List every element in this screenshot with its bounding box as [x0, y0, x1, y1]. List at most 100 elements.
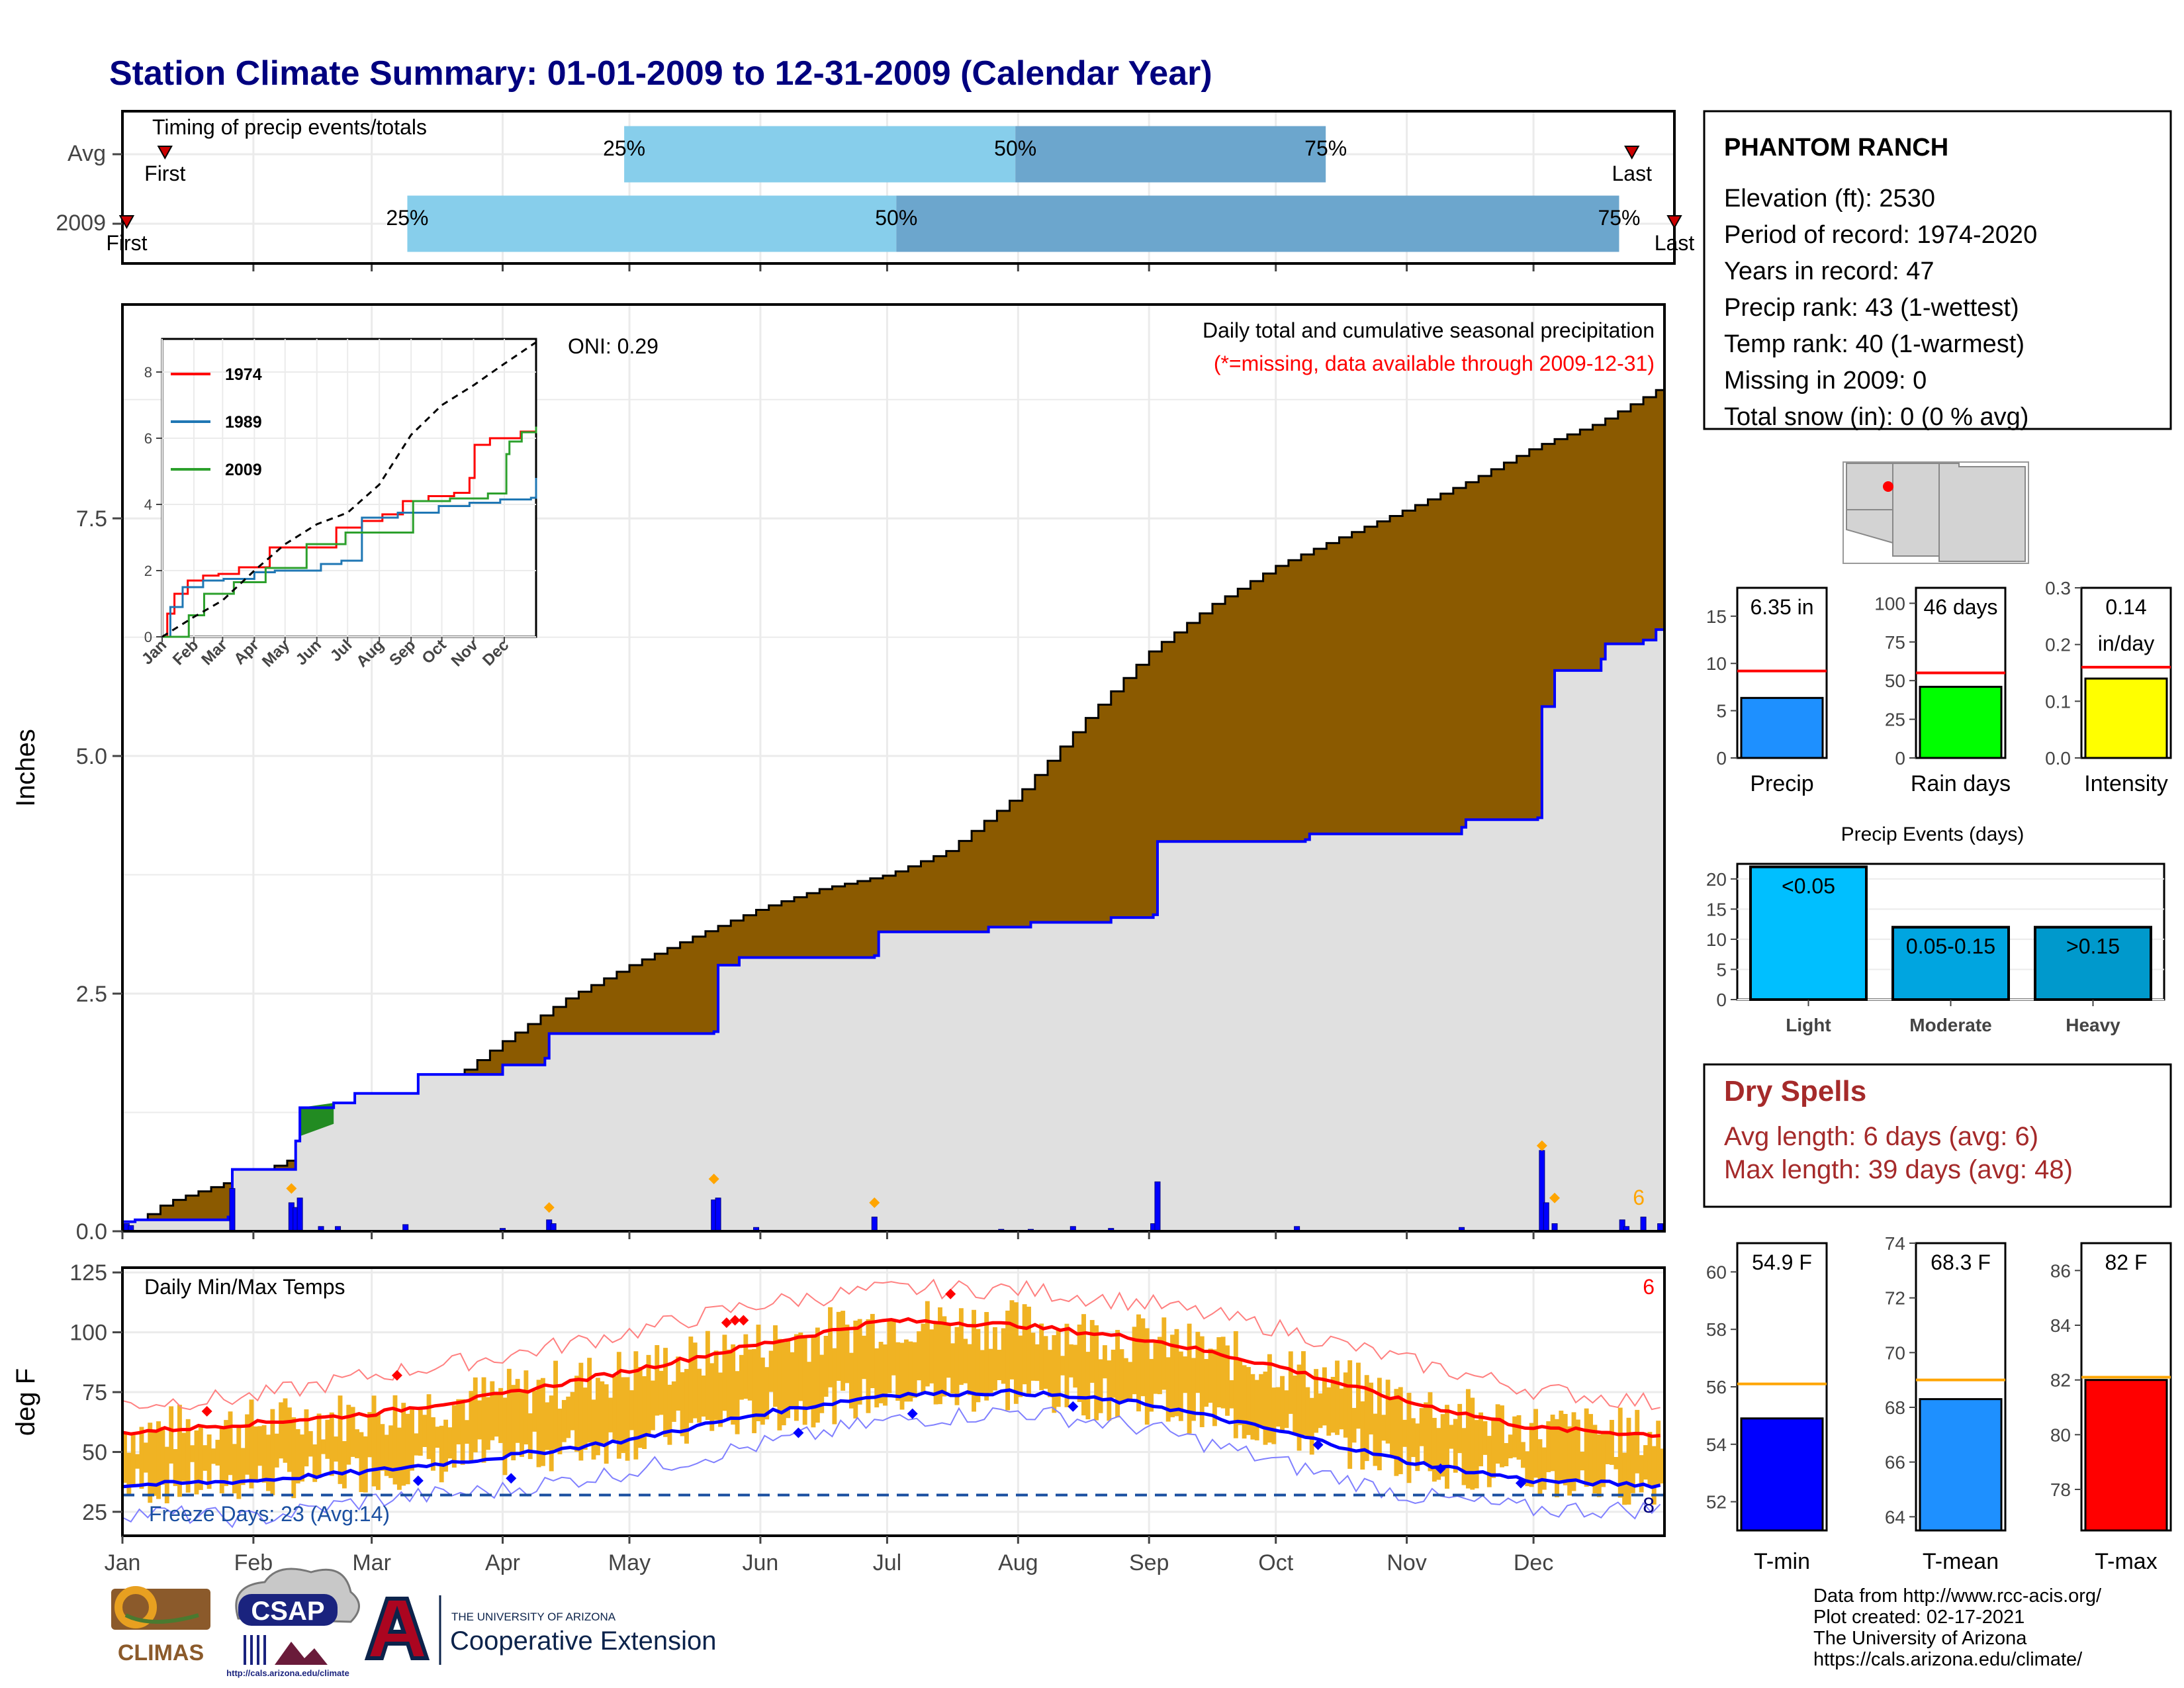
daily-temp-bar	[1111, 1349, 1116, 1398]
daily-temp-bar	[1123, 1358, 1128, 1402]
daily-temp-bar	[1630, 1434, 1635, 1493]
summary-bar-t-max	[2084, 1379, 2168, 1532]
daily-temp-bar	[878, 1342, 884, 1403]
daily-temp-bar	[257, 1426, 263, 1466]
daily-temp-bar	[181, 1432, 187, 1481]
daily-temp-bar	[1555, 1419, 1559, 1497]
temp-ytick-label: 100	[69, 1321, 107, 1346]
missing-max-count: 6	[1643, 1275, 1655, 1299]
summary-ytick-label: 80	[2050, 1425, 2071, 1445]
timing-last-label: Last	[1655, 231, 1695, 255]
inset-xtick-label: Dec	[479, 636, 512, 669]
record-low-marker	[506, 1473, 517, 1484]
daily-temp-bar	[844, 1325, 850, 1383]
daily-temp-bar	[1001, 1328, 1006, 1384]
daily-temp-bar	[1610, 1419, 1614, 1465]
daily-temp-bar	[848, 1352, 854, 1409]
summary-ytick-label: 74	[1885, 1233, 1905, 1254]
daily-temp-bar	[206, 1434, 212, 1489]
station-info-line: Period of record: 1974-2020	[1724, 221, 2037, 249]
daily-temp-bar	[1157, 1336, 1162, 1395]
daily-temp-bar	[595, 1378, 600, 1456]
daily-temp-bar	[1626, 1417, 1631, 1505]
footer-line: Plot created: 02-17-2021	[1813, 1607, 2025, 1628]
daily-temp-bar	[1225, 1345, 1230, 1416]
freeze-days-label: Freeze Days: 23 (Avg:14)	[149, 1502, 390, 1526]
inset-xtick-label: Jan	[138, 636, 170, 668]
daily-temp-bar	[1056, 1328, 1061, 1407]
events-bar-label: >0.15	[2066, 935, 2120, 959]
record-low-marker	[907, 1408, 918, 1419]
daily-temp-bar	[828, 1307, 833, 1387]
daily-temp-bar	[1119, 1349, 1124, 1403]
temp-ytick-label: 75	[82, 1380, 107, 1405]
daily-temp-bar	[1259, 1374, 1264, 1428]
summary-ytick-label: 58	[1706, 1319, 1727, 1340]
daily-temp-bar	[469, 1391, 474, 1461]
daily-temp-bar	[1415, 1423, 1420, 1472]
daily-temp-bar	[1563, 1413, 1568, 1485]
daily-temp-bar	[1474, 1420, 1479, 1489]
precip-ylabel: Inches	[11, 729, 40, 807]
daily-temp-bar	[823, 1336, 829, 1397]
daily-temp-bar	[1149, 1358, 1154, 1412]
daily-temp-bar	[1381, 1415, 1387, 1441]
ua-small-text: THE UNIVERSITY OF ARIZONA	[451, 1611, 616, 1623]
daily-precip-marker	[708, 1174, 719, 1185]
timing-first-label: First	[106, 231, 147, 255]
daily-temp-bar	[731, 1344, 736, 1425]
daily-temp-bar	[929, 1329, 934, 1383]
daily-temp-bar	[1402, 1419, 1408, 1447]
summary-value-label: 46 days	[1923, 595, 1997, 619]
daily-temp-bar	[899, 1342, 905, 1410]
daily-temp-bar	[1605, 1433, 1610, 1464]
summary-ytick-label: 64	[1885, 1507, 1905, 1527]
daily-temp-bar	[1018, 1335, 1023, 1397]
daily-temp-bar	[1512, 1416, 1518, 1458]
record-low-marker	[1068, 1401, 1079, 1412]
daily-temp-bar	[908, 1341, 913, 1402]
daily-temp-bar	[1322, 1367, 1327, 1426]
daily-temp-bar	[1305, 1387, 1310, 1438]
daily-temp-bar	[1580, 1452, 1585, 1471]
daily-temp-bar	[502, 1397, 508, 1476]
station-info-line: Temp rank: 40 (1-warmest)	[1724, 330, 2025, 358]
daily-temp-bar	[249, 1399, 254, 1489]
daily-precip-bar	[871, 1216, 878, 1232]
record-low-marker	[1435, 1463, 1446, 1474]
daily-temp-bar	[988, 1348, 993, 1393]
daily-temp-bar	[515, 1379, 520, 1443]
station-info-box: PHANTOM RANCH Elevation (ft): 2530 Period…	[1703, 110, 2172, 431]
daily-temp-bar	[1242, 1365, 1247, 1439]
daily-temp-bar	[1039, 1323, 1044, 1391]
precip-ytick-label: 2.5	[76, 982, 107, 1007]
daily-precip-marker	[543, 1202, 555, 1213]
month-label: Aug	[998, 1550, 1038, 1575]
summary-value-label: 54.9 F	[1752, 1250, 1812, 1274]
daily-temp-bar	[794, 1334, 799, 1421]
daily-temp-bar	[633, 1351, 639, 1460]
daily-temp-bar	[1326, 1387, 1332, 1436]
daily-temp-bar	[1436, 1428, 1441, 1480]
daily-temp-bar	[304, 1409, 309, 1467]
daily-temp-bar	[1364, 1375, 1369, 1462]
events-ytick-label: 10	[1706, 929, 1727, 950]
daily-temp-bar	[219, 1427, 224, 1493]
timing-bar-25-50	[624, 126, 1016, 183]
daily-temp-bar	[616, 1352, 621, 1459]
daily-temp-bar	[1267, 1354, 1272, 1443]
daily-temp-bar	[659, 1370, 664, 1415]
daily-temp-bar	[1520, 1442, 1525, 1468]
daily-temp-bar	[1360, 1401, 1365, 1470]
daily-temp-bar	[329, 1412, 334, 1476]
events-bar-heavy	[2034, 925, 2152, 1001]
daily-temp-bar	[739, 1354, 744, 1400]
timing-title: Timing of precip events/totals	[152, 115, 427, 139]
daily-temp-bar	[718, 1372, 723, 1427]
daily-temp-bar	[570, 1391, 575, 1430]
daily-temp-bar	[549, 1395, 554, 1472]
daily-temp-bar	[1533, 1409, 1538, 1478]
daily-temp-bar	[190, 1445, 195, 1462]
summary-ytick-label: 5	[1716, 701, 1727, 722]
daily-temp-bar	[536, 1380, 541, 1468]
